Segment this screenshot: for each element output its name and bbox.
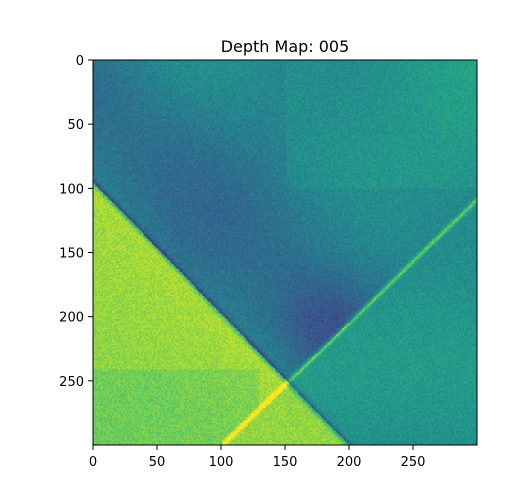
y-axis: 0 50 100 150 200 250 <box>59 54 93 390</box>
y-tick-label: 250 <box>59 375 84 390</box>
heatmap-image <box>93 60 477 445</box>
chart-title: Depth Map: 005 <box>221 37 350 56</box>
x-tick-label: 200 <box>337 455 362 470</box>
x-tick-label: 50 <box>149 455 166 470</box>
x-tick-label: 250 <box>401 455 426 470</box>
y-tick-label: 0 <box>76 54 84 69</box>
x-tick-label: 150 <box>273 455 298 470</box>
x-axis: 0 50 100 150 200 250 <box>89 445 426 470</box>
y-tick-label: 150 <box>59 247 84 262</box>
y-tick-label: 50 <box>67 118 84 133</box>
x-tick-label: 100 <box>209 455 234 470</box>
y-tick-label: 100 <box>59 182 84 197</box>
y-tick-label: 200 <box>59 311 84 326</box>
heatmap-image-container <box>93 60 477 445</box>
x-tick-label: 0 <box>89 455 97 470</box>
